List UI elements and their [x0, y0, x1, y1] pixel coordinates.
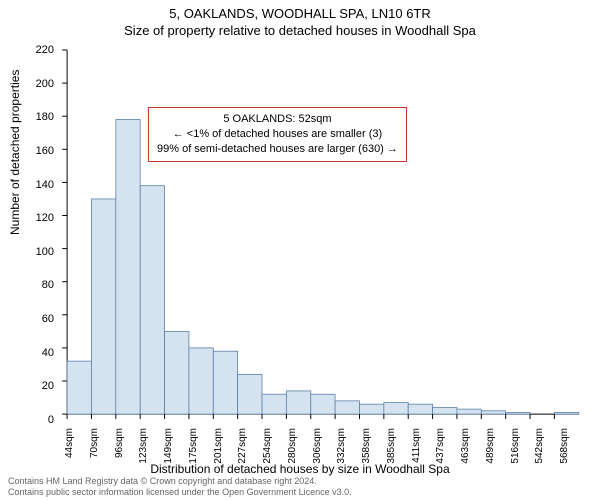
annotation-line1: 5 OAKLANDS: 52sqm: [157, 112, 398, 127]
histogram-bar: [262, 394, 286, 414]
histogram-bar: [116, 120, 140, 415]
y-tick: 140: [24, 179, 54, 191]
annotation-line2: ← <1% of detached houses are smaller (3): [157, 127, 398, 142]
x-tick: 489sqm: [485, 428, 496, 464]
x-tick: 437sqm: [435, 428, 446, 464]
annotation-line3: 99% of semi-detached houses are larger (…: [157, 142, 398, 157]
footer-attribution: Contains HM Land Registry data © Crown c…: [8, 476, 352, 498]
histogram-bar: [213, 351, 237, 414]
histogram-bar: [506, 412, 530, 414]
title-subtitle: Size of property relative to detached ho…: [0, 23, 600, 38]
chart-title-block: 5, OAKLANDS, WOODHALL SPA, LN10 6TR Size…: [0, 0, 600, 38]
histogram-bar: [67, 361, 91, 414]
histogram-bar: [165, 331, 189, 414]
histogram-bar: [481, 411, 505, 414]
histogram-bar: [335, 401, 359, 414]
x-tick: 411sqm: [411, 428, 422, 463]
x-tick: 306sqm: [312, 428, 323, 464]
histogram-bar: [457, 409, 481, 414]
x-tick: 227sqm: [237, 428, 248, 464]
x-tick: 70sqm: [89, 428, 100, 458]
histogram-bar: [91, 199, 115, 414]
chart-plot-area: 5 OAKLANDS: 52sqm ← <1% of detached hous…: [60, 50, 580, 420]
footer-line2: Contains public sector information licen…: [8, 487, 352, 498]
y-tick: 20: [24, 380, 54, 392]
histogram-svg: [60, 50, 580, 420]
x-tick: 516sqm: [510, 428, 521, 464]
annotation-box: 5 OAKLANDS: 52sqm ← <1% of detached hous…: [148, 107, 407, 162]
x-tick: 463sqm: [460, 428, 471, 464]
y-tick: 180: [24, 111, 54, 123]
x-tick: 123sqm: [138, 428, 149, 464]
histogram-bar: [384, 403, 408, 415]
y-tick: 0: [24, 414, 54, 426]
histogram-bar: [554, 412, 578, 414]
y-tick: 200: [24, 78, 54, 90]
histogram-bar: [408, 404, 432, 414]
y-tick: 160: [24, 145, 54, 157]
x-tick: 280sqm: [287, 428, 298, 464]
y-tick: 40: [24, 347, 54, 359]
x-tick: 542sqm: [534, 428, 545, 464]
histogram-bar: [140, 186, 164, 414]
x-tick: 358sqm: [361, 428, 372, 464]
y-tick: 120: [24, 212, 54, 224]
histogram-bar: [359, 404, 383, 414]
x-tick: 175sqm: [188, 428, 199, 464]
histogram-bar: [238, 374, 262, 414]
x-tick: 149sqm: [163, 428, 174, 464]
x-tick: 568sqm: [559, 428, 570, 464]
histogram-bar: [433, 407, 457, 414]
histogram-bar: [311, 394, 335, 414]
x-tick: 201sqm: [213, 428, 224, 464]
x-tick: 385sqm: [386, 428, 397, 464]
y-tick: 100: [24, 246, 54, 258]
y-tick: 220: [24, 44, 54, 56]
x-tick: 332sqm: [336, 428, 347, 464]
y-axis-label: Number of detached properties: [8, 70, 22, 235]
x-axis-label: Distribution of detached houses by size …: [0, 462, 600, 476]
histogram-bar: [189, 348, 213, 414]
histogram-bar: [286, 391, 310, 414]
footer-line1: Contains HM Land Registry data © Crown c…: [8, 476, 352, 487]
y-tick: 60: [24, 313, 54, 325]
y-tick: 80: [24, 279, 54, 291]
x-tick: 44sqm: [64, 428, 75, 458]
x-tick: 254sqm: [262, 428, 273, 464]
title-address: 5, OAKLANDS, WOODHALL SPA, LN10 6TR: [0, 6, 600, 21]
x-tick: 96sqm: [114, 428, 125, 458]
